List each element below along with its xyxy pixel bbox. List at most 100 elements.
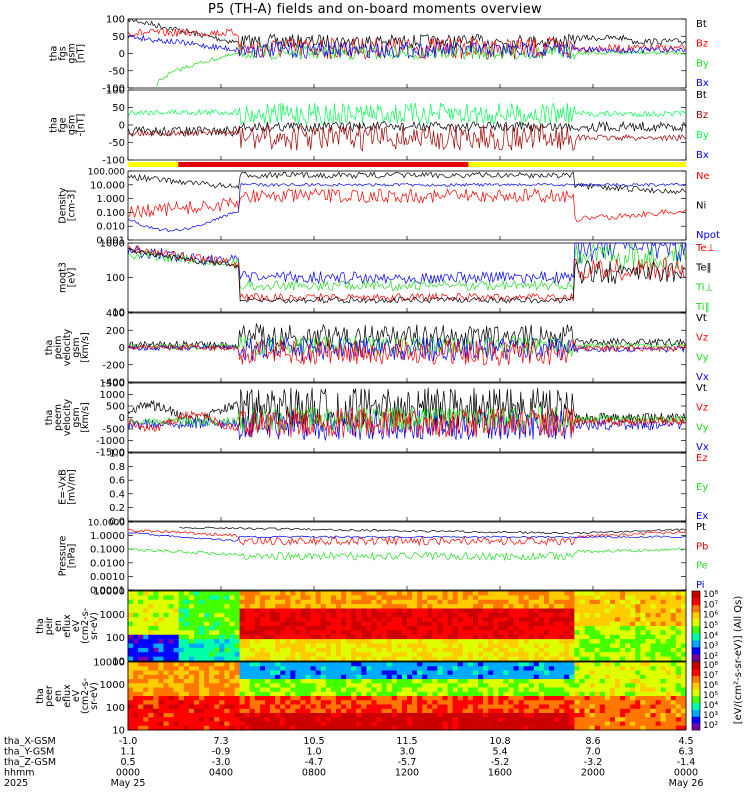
- spectrogram-cell: [229, 639, 235, 644]
- spectrogram-cell: [366, 608, 372, 614]
- spectrogram-cell: [533, 656, 540, 662]
- spectrogram-cell: [640, 687, 646, 693]
- spectrogram-cell: [366, 687, 372, 693]
- spectrogram-cell: [143, 704, 149, 710]
- spectrogram-cell: [467, 670, 474, 676]
- spectrogram-cell: [280, 617, 286, 622]
- spectrogram-cell: [483, 683, 489, 688]
- spectrogram-cell: [579, 634, 585, 640]
- spectrogram-cell: [153, 700, 159, 705]
- spectrogram-cell: [538, 617, 545, 622]
- spectrogram-cell: [407, 591, 413, 596]
- spectrogram-cell: [361, 621, 367, 627]
- spectrogram-cell: [168, 687, 174, 693]
- spectrogram-cell: [315, 591, 322, 596]
- spectrogram-cell: [391, 670, 398, 676]
- trace-vi-vt: [127, 322, 687, 350]
- spectrogram-cell: [183, 595, 190, 601]
- spectrogram-cell: [483, 691, 489, 697]
- spectrogram-cell: [523, 647, 530, 653]
- spectrogram-cell: [381, 626, 388, 631]
- spectrogram-cell: [538, 687, 545, 693]
- spectrogram-cell: [488, 604, 494, 609]
- spectrogram-cell: [427, 696, 433, 701]
- spectrogram-cell: [239, 674, 245, 680]
- spectrogram-cell: [447, 674, 453, 680]
- spectrogram-cell: [407, 713, 413, 718]
- spectrogram-cell: [204, 679, 210, 684]
- spectrogram-cell: [640, 717, 646, 722]
- spectrogram-cell: [143, 670, 149, 676]
- spectrogram-cell: [168, 704, 174, 710]
- spectrogram-cell: [452, 647, 459, 653]
- spectrogram-cell: [325, 630, 332, 636]
- spectrogram-cell: [259, 717, 266, 722]
- spectrogram-cell: [143, 630, 149, 636]
- spectrogram-cell: [153, 687, 159, 693]
- spectrogram-cell: [143, 591, 149, 596]
- spectrogram-cell: [143, 708, 149, 714]
- spectrogram-cell: [254, 604, 261, 609]
- spectrogram-cell: [128, 595, 134, 601]
- legend-pressure-Pe: Pe: [696, 561, 708, 572]
- spectrogram-cell: [204, 626, 210, 631]
- axis-label-ion_spec: (cm2-s-: [80, 608, 91, 644]
- spectrogram-cell: [290, 691, 296, 697]
- spectrogram-cell: [594, 634, 601, 640]
- spectrogram-cell: [270, 630, 276, 636]
- spectrogram-cell: [437, 595, 443, 601]
- spectrogram-cell: [554, 656, 560, 662]
- spectrogram-cell: [300, 679, 306, 684]
- spectrogram-cell: [214, 666, 220, 671]
- xtick-value: 6.3: [678, 747, 693, 758]
- spectrogram-cell: [264, 621, 271, 627]
- spectrogram-cell: [366, 679, 372, 684]
- spectrogram-cell: [361, 662, 367, 667]
- spectrogram-cell: [371, 662, 377, 667]
- spectrogram-cell: [478, 639, 484, 644]
- spectrogram-cell: [219, 617, 225, 622]
- spectrogram-cell: [579, 604, 585, 609]
- spectrogram-cell: [376, 687, 382, 693]
- spectrogram-cell: [199, 666, 205, 671]
- spectrogram-cell: [680, 721, 687, 727]
- spectrogram-cell: [594, 670, 601, 676]
- spectrogram-cell: [351, 656, 357, 662]
- spectrogram-cell: [472, 670, 479, 676]
- spectrogram-cell: [249, 639, 256, 644]
- spectrogram-cell: [254, 591, 261, 596]
- spectrogram-cell: [381, 708, 388, 714]
- spectrogram-cell: [199, 595, 205, 601]
- spectrogram-cell: [559, 683, 565, 688]
- spectrogram-cell: [295, 687, 301, 693]
- spectrogram-cell: [488, 666, 494, 671]
- spectrogram-cell: [675, 643, 682, 649]
- spectrogram-cell: [412, 647, 418, 653]
- spectrogram-cell: [356, 666, 362, 671]
- spectrogram-cell: [188, 599, 195, 605]
- spectrogram-cell: [508, 634, 514, 640]
- spectrogram-cell: [407, 687, 413, 693]
- spectrogram-cell: [432, 713, 438, 718]
- spectrogram-cell: [209, 691, 215, 697]
- spectrogram-cell: [564, 717, 570, 722]
- spectrogram-cell: [665, 662, 672, 667]
- spectrogram-cell: [614, 617, 621, 622]
- spectrogram-cell: [204, 700, 210, 705]
- spectrogram-cell: [178, 674, 185, 680]
- spectrogram-cell: [645, 725, 651, 731]
- spectrogram-cell: [462, 639, 469, 644]
- spectrogram-cell: [356, 652, 362, 657]
- spectrogram-cell: [457, 643, 464, 649]
- spectrogram-cell: [670, 617, 677, 622]
- spectrogram-cell: [447, 721, 453, 727]
- spectrogram-cell: [543, 656, 550, 662]
- spectrogram-cell: [244, 643, 251, 649]
- spectrogram-cell: [599, 621, 606, 627]
- spectrogram-cell: [168, 662, 174, 667]
- spectrogram-cell: [264, 717, 271, 722]
- spectrogram-cell: [488, 630, 494, 636]
- ytick-label: 0: [119, 121, 125, 132]
- spectrogram-cell: [376, 634, 382, 640]
- spectrogram-cell: [229, 621, 235, 627]
